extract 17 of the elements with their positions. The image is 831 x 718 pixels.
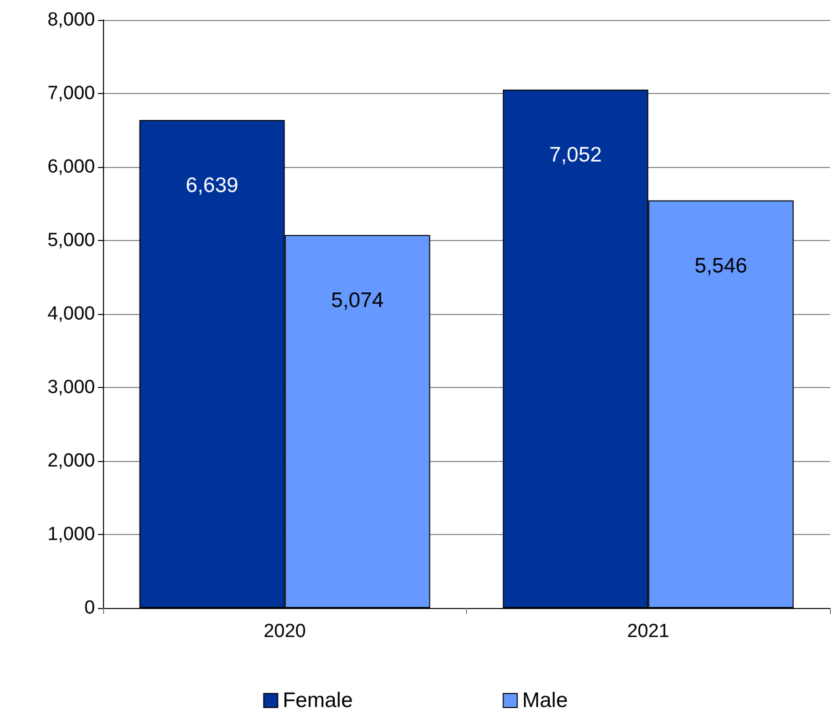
legend-label: Female <box>282 689 353 712</box>
data-label: 6,639 <box>186 174 238 198</box>
y-tick-label: 3,000 <box>47 377 95 398</box>
data-label: 5,546 <box>694 254 748 278</box>
y-tick-label: 1,000 <box>47 524 95 545</box>
y-tick-label: 7,000 <box>47 83 95 104</box>
y-tick-label: 6,000 <box>47 156 95 178</box>
y-tick-label: 0 <box>84 598 95 618</box>
y-tick-label: 5,000 <box>47 230 95 251</box>
x-tick-label: 2021 <box>627 621 670 642</box>
legend-label: Male <box>522 689 568 712</box>
y-tick-label: 2,000 <box>47 450 95 472</box>
x-tick-label: 2020 <box>264 621 306 642</box>
y-tick-label: 8,000 <box>47 10 95 30</box>
y-tick-label: 4,000 <box>47 304 95 324</box>
data-label: 5,074 <box>331 289 384 312</box>
data-label: 7,052 <box>549 144 602 167</box>
